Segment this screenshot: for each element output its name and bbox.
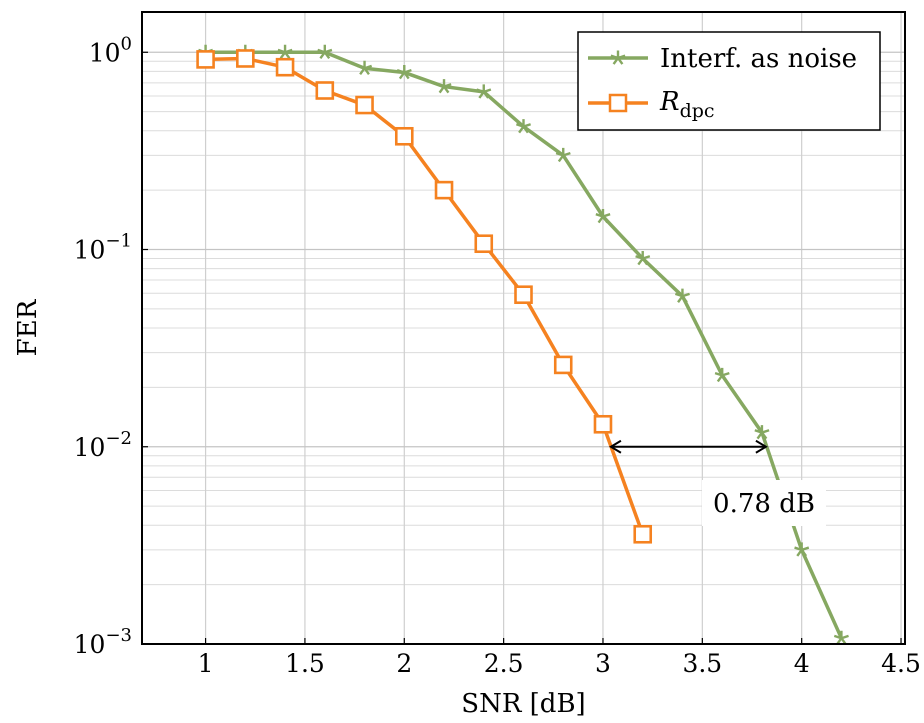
data-point-square: [236, 49, 255, 68]
data-point-star: [555, 147, 571, 163]
y-tick-exponent: −2: [105, 428, 132, 449]
series-rdpc: [196, 49, 653, 544]
data-point-star: [754, 425, 770, 440]
legend-label-rdpc: Rdpc: [659, 87, 715, 122]
data-point-star: [674, 288, 690, 303]
data-point-star: [714, 367, 730, 383]
data-point-star: [515, 119, 532, 134]
x-tick-label: 4.5: [881, 649, 921, 678]
data-point-square: [633, 524, 653, 544]
legend-entry-rdpc: Rdpc: [588, 87, 715, 122]
y-tick-label: 10−2: [74, 428, 132, 462]
x-axis-label: SNR [dB]: [461, 689, 585, 719]
y-tick-exponent: 0: [121, 33, 132, 54]
series-line: [205, 56, 645, 535]
data-point-square: [553, 355, 573, 375]
y-tick-exponent: −1: [105, 231, 132, 252]
data-point-star: [317, 44, 333, 60]
data-point-square: [355, 95, 374, 115]
data-point-star: [357, 60, 373, 75]
x-tick-label: 3.5: [682, 649, 722, 678]
data-point-square: [196, 50, 215, 69]
x-tick-label: 2.5: [484, 649, 524, 678]
data-point-star: [277, 44, 293, 60]
gap-annotation-label: 0.78 dB: [713, 489, 815, 519]
data-point-square: [434, 180, 454, 200]
legend-label-rdpc-sub: dpc: [680, 100, 715, 122]
gap-arrow-head-left: [608, 439, 622, 454]
x-tick-label: 2: [396, 649, 412, 678]
legend: Interf. as noise Rdpc: [577, 31, 881, 131]
data-point-star: [396, 64, 412, 80]
y-tick-label: 10−3: [74, 625, 132, 659]
data-point-star: [436, 79, 452, 94]
y-tick-base: 10: [74, 433, 106, 462]
y-axis-label: FER: [13, 298, 43, 356]
data-point-star: [635, 251, 651, 266]
data-point-star: [794, 542, 810, 557]
data-point-star: [833, 630, 849, 645]
legend-label-rdpc-main: R: [659, 87, 680, 117]
legend-star-marker: [610, 50, 626, 65]
series-interf-as-noise: [198, 44, 849, 645]
data-point-square: [394, 126, 414, 146]
legend-box: [577, 31, 881, 131]
data-point-square: [514, 285, 533, 305]
data-point-square: [474, 234, 494, 254]
x-tick-label: 4: [794, 649, 810, 678]
x-tick-label: 1: [198, 649, 214, 678]
y-tick-label: 100: [89, 33, 132, 67]
legend-square-marker: [608, 93, 628, 113]
data-point-square: [593, 414, 613, 434]
data-point-square: [275, 57, 295, 77]
plot-frame: [141, 11, 906, 645]
y-tick-base: 10: [89, 38, 121, 67]
y-tick-base: 10: [74, 236, 106, 265]
data-point-star: [476, 84, 492, 99]
series-layer: [196, 44, 849, 645]
legend-entry-interf-as-noise: Interf. as noise: [588, 44, 857, 74]
y-tick-exponent: −3: [105, 625, 132, 646]
data-point-star: [595, 209, 611, 224]
x-tick-label: 1.5: [285, 649, 325, 678]
annotation-layer: 0.78 dB: [608, 439, 826, 526]
x-axis-ticks: 1 1.5 2 2.5 3 3.5 4 4.5: [198, 638, 921, 678]
y-tick-label: 10−1: [74, 231, 132, 265]
y-tick-base: 10: [74, 630, 106, 659]
legend-label-interf-as-noise: Interf. as noise: [660, 44, 857, 74]
gap-arrow-head-right: [755, 439, 768, 454]
annotation-label-bg: [702, 480, 826, 526]
data-point-square: [315, 81, 335, 100]
x-tick-label: 3: [595, 649, 611, 678]
